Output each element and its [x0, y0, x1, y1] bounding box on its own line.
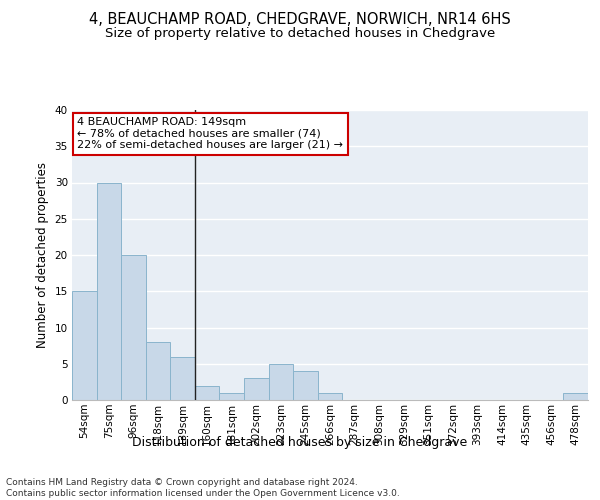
- Bar: [293, 371, 318, 400]
- Text: Contains HM Land Registry data © Crown copyright and database right 2024.
Contai: Contains HM Land Registry data © Crown c…: [6, 478, 400, 498]
- Bar: [146, 342, 170, 400]
- Bar: [244, 378, 269, 400]
- Text: Distribution of detached houses by size in Chedgrave: Distribution of detached houses by size …: [133, 436, 467, 449]
- Bar: [170, 356, 195, 400]
- Bar: [72, 291, 97, 400]
- Text: 4, BEAUCHAMP ROAD, CHEDGRAVE, NORWICH, NR14 6HS: 4, BEAUCHAMP ROAD, CHEDGRAVE, NORWICH, N…: [89, 12, 511, 28]
- Bar: [195, 386, 220, 400]
- Bar: [220, 393, 244, 400]
- Text: Size of property relative to detached houses in Chedgrave: Size of property relative to detached ho…: [105, 28, 495, 40]
- Bar: [318, 393, 342, 400]
- Bar: [563, 393, 588, 400]
- Y-axis label: Number of detached properties: Number of detached properties: [36, 162, 49, 348]
- Bar: [121, 255, 146, 400]
- Bar: [269, 364, 293, 400]
- Text: 4 BEAUCHAMP ROAD: 149sqm
← 78% of detached houses are smaller (74)
22% of semi-d: 4 BEAUCHAMP ROAD: 149sqm ← 78% of detach…: [77, 117, 343, 150]
- Bar: [97, 182, 121, 400]
